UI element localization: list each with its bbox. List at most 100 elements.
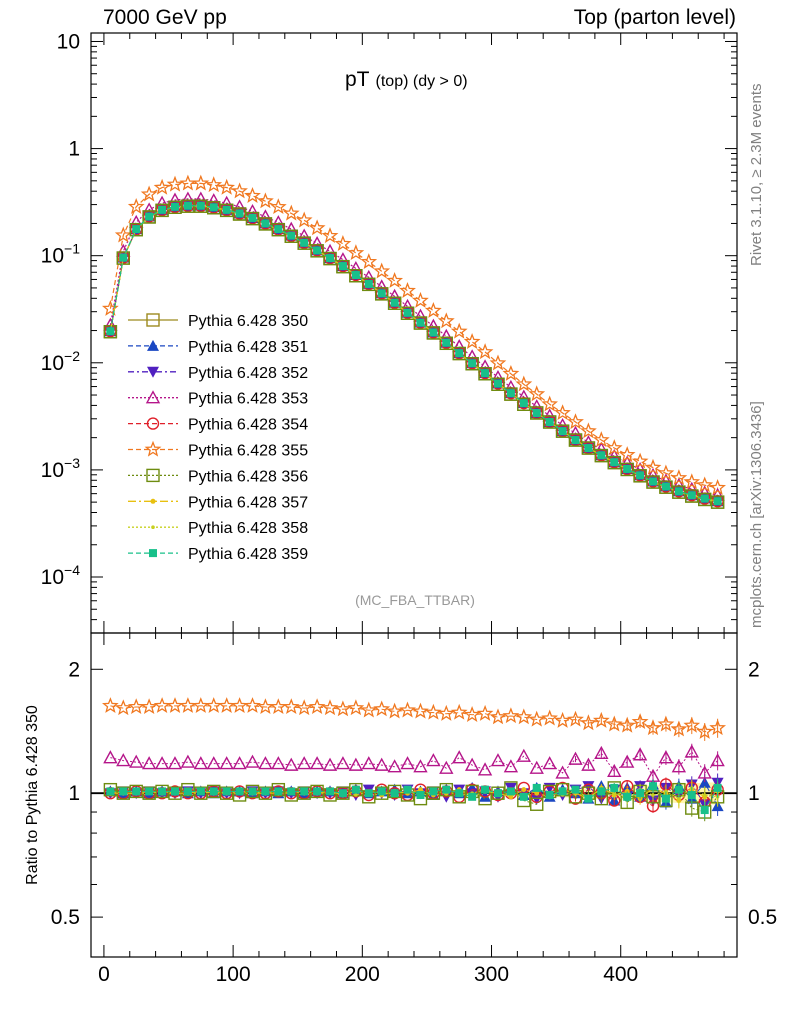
ratio-point [335, 756, 351, 770]
data-point [235, 209, 244, 218]
ratio-point [258, 756, 273, 770]
data-point [310, 244, 324, 258]
ratio-point [429, 787, 438, 796]
ratio-point [257, 698, 274, 715]
ratio-point [661, 794, 670, 803]
data-point [620, 462, 634, 477]
legend-label: Pythia 6.428 350 [188, 313, 308, 330]
data-point [119, 253, 128, 262]
data-point [387, 296, 402, 310]
ratio-point [709, 719, 727, 736]
ratio-point [322, 757, 338, 771]
ratio-point [697, 765, 712, 779]
ratio-point [683, 716, 701, 733]
ratio-point [209, 787, 218, 796]
ratio-point [399, 701, 416, 718]
ratio-point [651, 793, 655, 797]
data-point [439, 336, 453, 351]
ratio-point [584, 794, 593, 803]
ratio-point [334, 700, 352, 717]
ratio-point [657, 715, 675, 732]
data-point [323, 251, 337, 266]
data-point [106, 327, 115, 336]
ratio-point [664, 789, 668, 794]
ratio-point [592, 711, 610, 728]
data-point [683, 473, 701, 490]
ratio-point [530, 793, 543, 805]
data-point [326, 254, 335, 263]
ratio-point [541, 709, 558, 726]
data-point [517, 397, 531, 411]
ratio-point [103, 750, 118, 764]
ratio-point [231, 697, 248, 713]
data-point [674, 487, 683, 496]
x-tick-label: 200 [345, 963, 380, 986]
data-point [179, 174, 197, 191]
data-point [261, 219, 270, 228]
series-359 [106, 201, 722, 506]
ratio-point [452, 750, 467, 764]
data-point [116, 251, 131, 265]
ratio-point [439, 760, 454, 774]
ratio-point [132, 787, 141, 796]
legend-label: Pythia 6.428 354 [188, 417, 308, 434]
legend-marker [146, 468, 160, 483]
data-point [334, 234, 352, 251]
ratio-point [347, 699, 365, 716]
data-point [429, 328, 438, 337]
data-point [528, 385, 546, 402]
ratio-y-tick-label: 1 [68, 782, 80, 805]
data-point [442, 338, 451, 347]
ratio-point [658, 750, 674, 764]
ratio-point [684, 744, 699, 758]
ratio-point [116, 753, 131, 767]
ratio-point [193, 756, 208, 770]
ratio-point [503, 759, 519, 773]
data-point [248, 213, 257, 222]
data-point [476, 343, 494, 360]
data-point [465, 357, 479, 371]
ratio-point [361, 756, 376, 770]
ratio-point [506, 787, 515, 796]
data-point [400, 306, 415, 320]
y-tick-exponent: −1 [64, 241, 80, 257]
data-point [607, 455, 621, 470]
ratio-point [377, 787, 386, 796]
ratio-point [348, 757, 364, 771]
ratio-point [580, 714, 597, 731]
ratio-point [183, 787, 192, 796]
ratio-point [274, 787, 283, 796]
data-point [158, 205, 167, 214]
ratio-point [300, 787, 309, 796]
ratio-point [545, 790, 554, 799]
data-point [140, 185, 158, 202]
ratio-point [677, 796, 681, 801]
ratio-point [232, 756, 247, 770]
data-point [567, 413, 584, 430]
data-point [426, 326, 441, 340]
ratio-point [644, 719, 662, 736]
y-tick-label: 1 [68, 138, 80, 161]
ratio-point [558, 787, 567, 796]
data-point [506, 389, 515, 398]
rivet-label: Rivet 3.1.10, ≥ 2.3M events [748, 83, 765, 267]
data-point [308, 219, 326, 236]
data-point [649, 477, 658, 486]
ratio-point [271, 756, 286, 770]
ratio-point [493, 789, 502, 798]
data-point [196, 201, 205, 210]
ratio-point [413, 759, 428, 773]
data-point [375, 287, 389, 301]
data-point [491, 377, 505, 391]
ratio-point [364, 789, 373, 798]
ratio-point [610, 783, 619, 792]
ratio-point [631, 713, 649, 730]
data-point [555, 424, 570, 438]
ratio-point [618, 716, 636, 733]
ratio-point [571, 785, 580, 794]
ratio-point [140, 698, 158, 715]
data-point [515, 375, 533, 392]
data-point [657, 464, 675, 481]
data-point [321, 227, 339, 244]
